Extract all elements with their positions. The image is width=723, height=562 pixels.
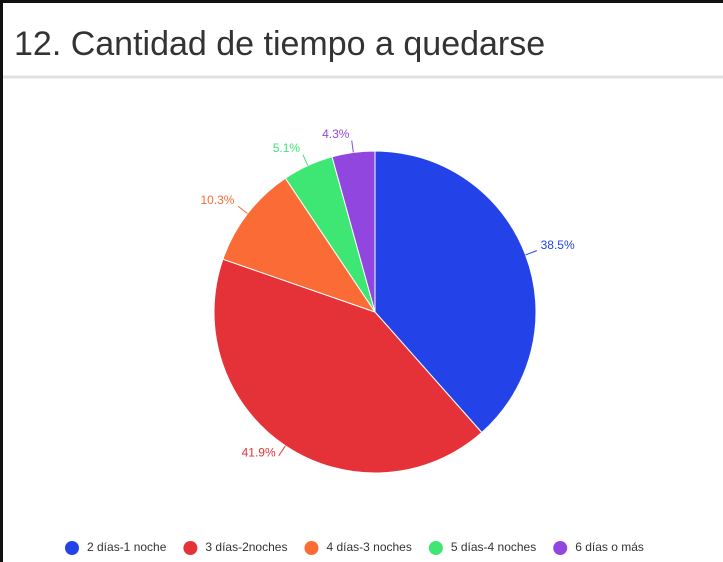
legend-swatch	[553, 541, 568, 555]
pie-slice	[331, 150, 376, 313]
legend-swatch	[304, 541, 319, 555]
pie-slice	[374, 150, 537, 434]
chart-title: 12. Cantidad de tiempo a quedarse	[14, 25, 545, 63]
legend-swatch	[183, 541, 198, 555]
pie-slice	[213, 258, 483, 474]
legend-label: 5 días-4 noches	[451, 540, 536, 554]
leader-line	[525, 250, 537, 256]
value-label: 41.9%	[242, 446, 276, 460]
legend-label: 4 días-3 noches	[326, 540, 411, 554]
legend-label: 6 días o más	[575, 540, 644, 554]
legend-label: 3 días-2noches	[205, 540, 287, 554]
value-label: 10.3%	[200, 193, 234, 207]
value-label: 5.1%	[273, 141, 301, 155]
legend-label: 2 días-1 noche	[87, 540, 167, 554]
leader-line	[351, 140, 354, 153]
value-label: 38.5%	[541, 238, 575, 252]
value-label: 4.3%	[322, 127, 350, 141]
leader-line	[278, 445, 286, 457]
leader-line	[237, 205, 248, 215]
legend-swatch	[65, 541, 79, 555]
leader-line	[302, 154, 309, 166]
legend-swatch	[428, 541, 443, 555]
